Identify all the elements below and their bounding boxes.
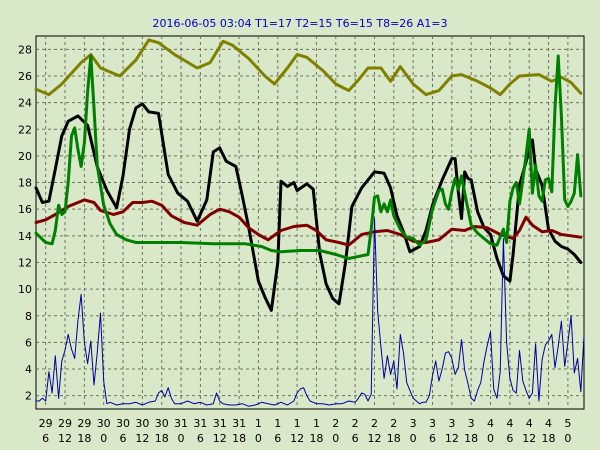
x-tick-day-label: 4	[526, 417, 533, 430]
x-tick-hour-label: 12	[522, 432, 536, 445]
x-tick-day-label: 31	[213, 417, 227, 430]
x-tick-hour-label: 6	[506, 432, 513, 445]
x-tick-day-label: 3	[429, 417, 436, 430]
x-tick-hour-label: 18	[77, 432, 91, 445]
y-tick-label: 28	[18, 43, 32, 56]
x-tick-day-label: 31	[174, 417, 188, 430]
x-tick-day-label: 3	[468, 417, 475, 430]
x-tick-day-label: 30	[116, 417, 130, 430]
x-tick-hour-label: 12	[213, 432, 227, 445]
y-tick-label: 16	[18, 203, 32, 216]
x-tick-hour-label: 6	[274, 432, 281, 445]
y-tick-label: 10	[18, 283, 32, 296]
x-tick-hour-label: 6	[120, 432, 127, 445]
x-tick-day-label: 31	[193, 417, 207, 430]
x-tick-day-label: 2	[352, 417, 359, 430]
x-tick-day-label: 3	[410, 417, 417, 430]
x-tick-hour-label: 12	[58, 432, 72, 445]
x-tick-day-label: 1	[294, 417, 301, 430]
series-group	[34, 38, 585, 407]
x-tick-hour-label: 0	[410, 432, 417, 445]
x-tick-hour-label: 6	[197, 432, 204, 445]
x-tick-day-label: 3	[448, 417, 455, 430]
x-tick-hour-label: 18	[309, 432, 323, 445]
series-line-3	[34, 198, 583, 247]
y-tick-label: 2	[25, 390, 32, 403]
plot-area	[35, 35, 585, 410]
x-tick-day-label: 29	[58, 417, 72, 430]
y-tick-label: 6	[25, 336, 32, 349]
x-tick-day-label: 1	[313, 417, 320, 430]
x-tick-hour-label: 6	[352, 432, 359, 445]
x-tick-hour-label: 12	[290, 432, 304, 445]
series-line-4	[34, 54, 583, 260]
x-tick-hour-label: 0	[332, 432, 339, 445]
x-tick-hour-label: 18	[387, 432, 401, 445]
y-tick-label: 22	[18, 123, 32, 136]
x-tick-hour-label: 0	[178, 432, 185, 445]
x-tick-day-label: 2	[390, 417, 397, 430]
y-tick-label: 12	[18, 256, 32, 269]
x-tick-hour-label: 0	[564, 432, 571, 445]
y-tick-label: 18	[18, 177, 32, 190]
y-tick-label: 8	[25, 310, 32, 323]
x-tick-day-label: 2	[371, 417, 378, 430]
series-line-1	[34, 38, 583, 97]
x-tick-hour-label: 0	[487, 432, 494, 445]
x-tick-day-label: 29	[39, 417, 53, 430]
x-axis: 2962912291830030630123018310316311231181…	[39, 417, 572, 445]
x-tick-day-label: 30	[97, 417, 111, 430]
x-tick-day-label: 30	[135, 417, 149, 430]
series-line-5	[35, 218, 585, 407]
chart-title: 2016-06-05 03:04 T1=17 T2=15 T6=15 T8=26…	[152, 17, 447, 30]
y-tick-label: 20	[18, 150, 32, 163]
x-tick-day-label: 1	[255, 417, 262, 430]
x-tick-hour-label: 18	[155, 432, 169, 445]
x-tick-hour-label: 12	[367, 432, 381, 445]
y-tick-label: 14	[18, 230, 32, 243]
x-tick-day-label: 4	[487, 417, 494, 430]
x-tick-hour-label: 12	[135, 432, 149, 445]
x-tick-hour-label: 0	[255, 432, 262, 445]
x-tick-day-label: 4	[545, 417, 552, 430]
x-tick-day-label: 30	[155, 417, 169, 430]
x-tick-day-label: 31	[232, 417, 246, 430]
x-tick-hour-label: 18	[464, 432, 478, 445]
x-tick-day-label: 4	[506, 417, 513, 430]
x-tick-hour-label: 18	[542, 432, 556, 445]
x-tick-day-label: 5	[564, 417, 571, 430]
x-tick-hour-label: 0	[100, 432, 107, 445]
x-tick-day-label: 2	[332, 417, 339, 430]
y-tick-label: 24	[18, 97, 32, 110]
x-tick-day-label: 29	[77, 417, 91, 430]
grid-lines	[36, 36, 584, 409]
x-tick-hour-label: 18	[232, 432, 246, 445]
x-tick-day-label: 1	[274, 417, 281, 430]
x-tick-hour-label: 6	[429, 432, 436, 445]
x-tick-hour-label: 12	[445, 432, 459, 445]
y-tick-label: 26	[18, 70, 32, 83]
y-tick-label: 4	[25, 363, 32, 376]
x-tick-hour-label: 6	[42, 432, 49, 445]
